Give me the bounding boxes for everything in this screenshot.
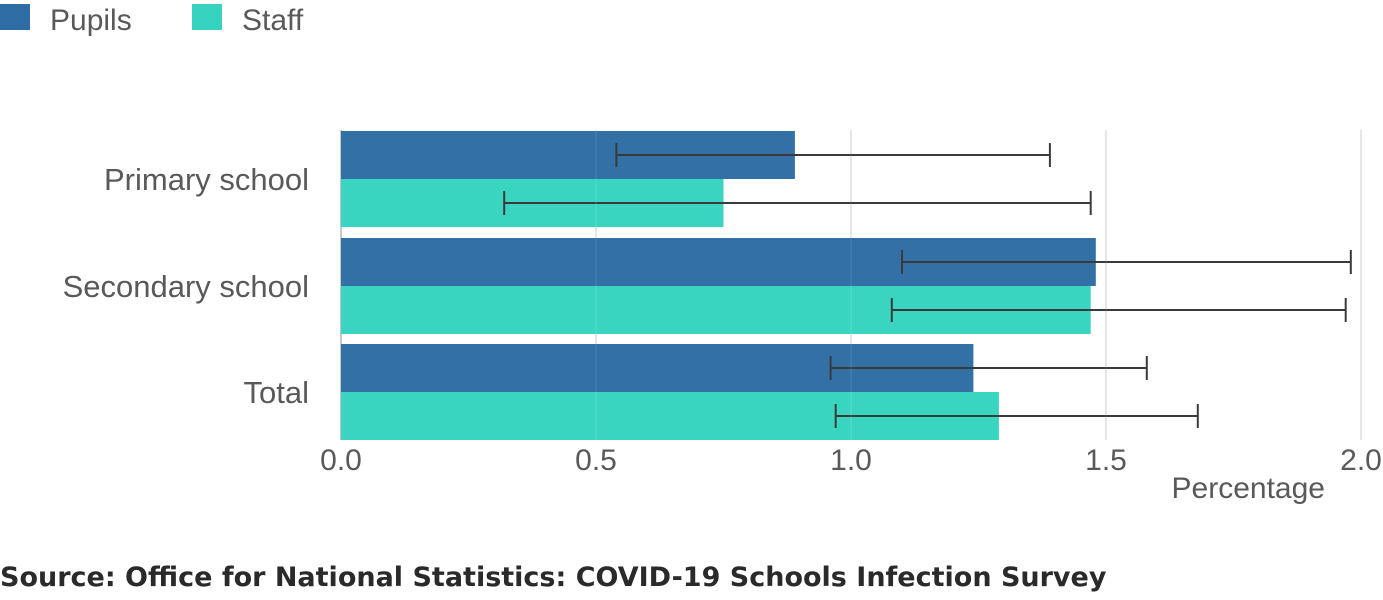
error-bar-pupils-2 (829, 356, 1148, 380)
error-bar-pupils-1 (901, 250, 1352, 274)
error-bar-staff-0 (503, 191, 1092, 215)
legend: Pupils Staff (0, 4, 304, 37)
x-tick-label: 0.5 (575, 444, 617, 477)
x-tick-label: 0.0 (320, 444, 362, 477)
category-label: Secondary school (63, 269, 309, 304)
x-tick-label: 2.0 (1340, 444, 1382, 477)
x-axis-title: Percentage (1172, 472, 1325, 505)
x-tick-labels: 0.0 0.5 1.0 1.5 2.0 (320, 444, 1382, 477)
error-bar-staff-1 (890, 298, 1347, 322)
category-labels: Primary school Secondary school Total (63, 162, 309, 410)
error-bar-pupils-0 (615, 143, 1051, 167)
error-bars (503, 130, 1362, 440)
source-note: Source: Office for National Statistics: … (0, 562, 1107, 593)
category-label: Primary school (104, 162, 309, 197)
error-bar-staff-2 (834, 404, 1199, 428)
legend-swatch-pupils (0, 4, 30, 30)
legend-swatch-staff (192, 4, 222, 30)
bars (341, 131, 1096, 440)
category-label: Total (244, 375, 309, 410)
x-tick-label: 1.5 (1085, 444, 1127, 477)
x-tick-label: 1.0 (830, 444, 872, 477)
legend-label-staff: Staff (242, 4, 304, 37)
legend-label-pupils: Pupils (50, 4, 132, 37)
